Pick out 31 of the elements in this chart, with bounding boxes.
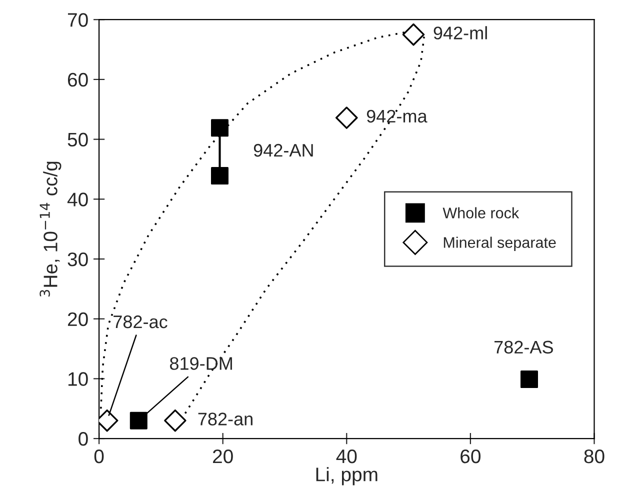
annotation: 942-AN [254,144,313,157]
annotation: 782-ac [114,315,168,328]
annotation: 782-an [198,412,252,426]
y-axis-title: $^{3}$He, 10$^{−14}$ cc/g [40,162,62,296]
y-tick-label: 70 [68,13,88,27]
y-tick-label: 50 [68,132,88,147]
x-tick-label: 60 [460,449,480,464]
point [402,23,425,46]
point [130,412,148,430]
x-axis-title: Li, ppm [316,467,378,486]
x-tick-label: 20 [213,449,233,464]
point [520,370,538,388]
x-tick-label: 80 [584,449,604,464]
y-tick-label: 40 [67,192,88,206]
point [210,167,228,185]
x-tick-label: 40 [336,449,357,464]
annotation: 942-ml [434,26,487,40]
point [336,106,358,129]
annotation: 942-ma [366,110,428,123]
legend-label: Mineral separate [444,236,556,251]
y-tick-label: 30 [68,252,88,266]
x-tick-label: 0 [94,449,104,464]
annotation: 819-DM [170,357,232,370]
y-tick-label: 10 [68,372,88,386]
annotation: 782-AS [494,340,553,354]
point [210,119,228,137]
y-tick-label: 0 [78,432,88,446]
y-tick-label: 60 [68,72,88,87]
legend-label: Whole rock [442,207,520,218]
y-tick-label: 20 [68,312,88,326]
point [164,409,186,432]
